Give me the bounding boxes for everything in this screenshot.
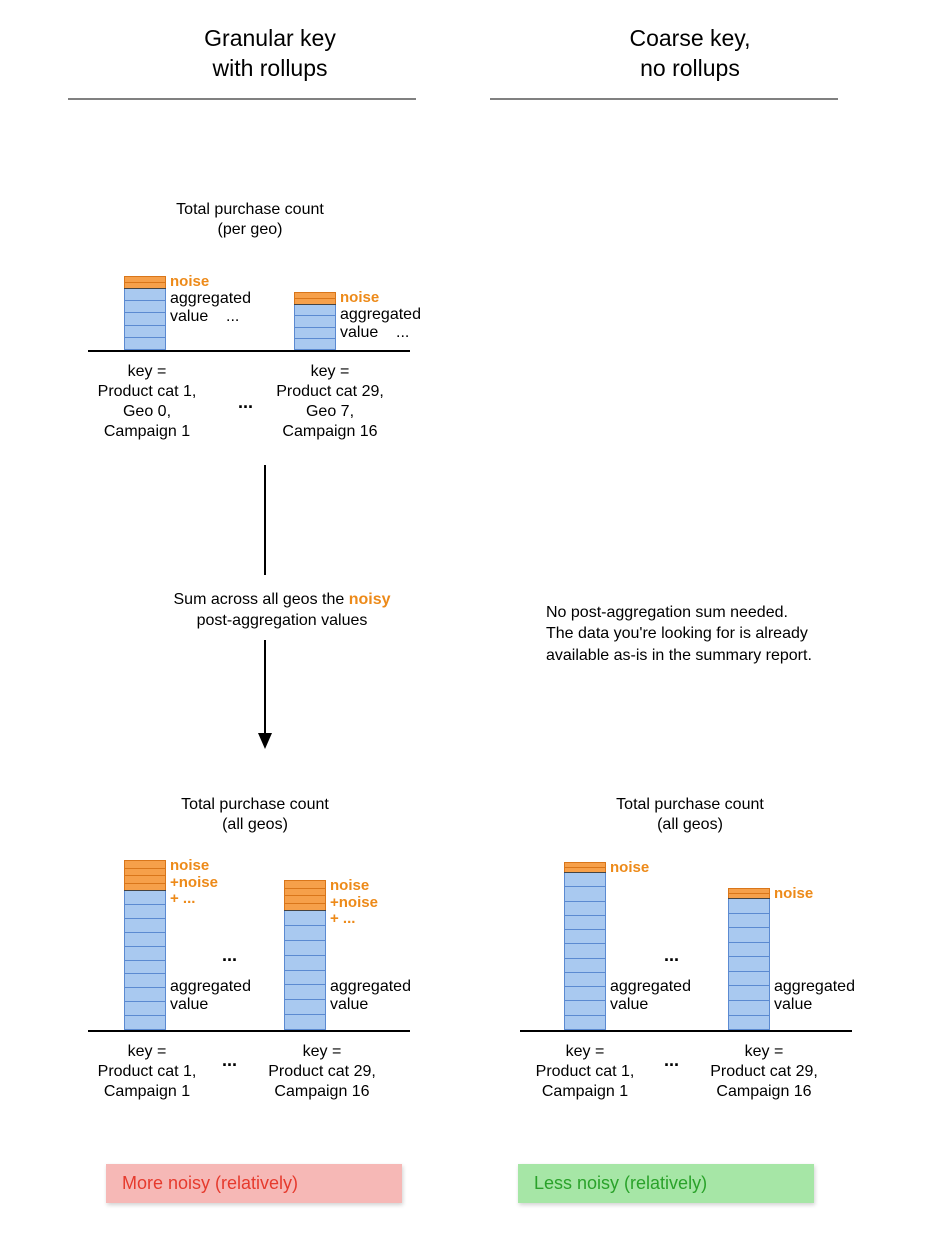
left-chart2-bar2-noise-label: noise +noise + ... — [330, 878, 378, 928]
left-chart2-ellipsis-top: ... — [222, 945, 237, 966]
right-explain: No post-aggregation sum needed. The data… — [546, 580, 866, 666]
left-chart2-bar2-agg-label: aggregated value — [330, 978, 411, 1015]
right-header: Coarse key, no rollups — [490, 24, 890, 84]
left-chart2-key-1: key = Product cat 1, Campaign 1 — [82, 1042, 212, 1102]
left-chart2-bar1-noise-label: noise +noise + ... — [170, 858, 218, 908]
left-chart2-key-2: key = Product cat 29, Campaign 16 — [252, 1042, 392, 1102]
arrow-text: Sum across all geos the noisy post-aggre… — [142, 590, 422, 632]
left-chart2-bar-2 — [284, 880, 326, 1030]
left-chart2-ellipsis-bottom: ... — [222, 1050, 237, 1071]
left-hr — [68, 98, 416, 100]
right-chart2-key-1: key = Product cat 1, Campaign 1 — [520, 1042, 650, 1102]
left-chart1-bar1-noise-label: noise — [170, 274, 209, 291]
left-chart1-bar2-agg-label: aggregated value ... — [340, 306, 421, 343]
right-hr — [490, 98, 838, 100]
right-chart2-key-2: key = Product cat 29, Campaign 16 — [694, 1042, 834, 1102]
left-chart1-ellipsis-bottom: ... — [238, 392, 253, 413]
arrow-text-noisy: noisy — [349, 591, 391, 608]
left-header: Granular key with rollups — [70, 24, 470, 84]
left-chart1-bar-2 — [294, 292, 336, 350]
left-chart2-axis — [88, 1030, 410, 1032]
right-chart2-bar1-noise-label: noise — [610, 860, 649, 877]
right-chart2-ellipsis-bottom: ... — [664, 1050, 679, 1071]
right-chart2-title: Total purchase count (all geos) — [590, 795, 790, 835]
left-chart2-title: Total purchase count (all geos) — [155, 795, 355, 835]
right-chart2-bar-2 — [728, 888, 770, 1030]
right-chart2-bar2-agg-label: aggregated value — [774, 978, 855, 1015]
left-header-text: Granular key with rollups — [204, 25, 336, 81]
badge-more-noisy: More noisy (relatively) — [106, 1164, 402, 1203]
right-chart2-bar2-noise-label: noise — [774, 886, 813, 903]
right-chart2-axis — [520, 1030, 852, 1032]
left-chart1-key-2: key = Product cat 29, Geo 7, Campaign 16 — [260, 362, 400, 442]
right-header-text: Coarse key, no rollups — [629, 25, 750, 81]
arrow-line-top — [264, 465, 266, 575]
left-chart1-key-1: key = Product cat 1, Geo 0, Campaign 1 — [82, 362, 212, 442]
right-chart2-ellipsis-top: ... — [664, 945, 679, 966]
left-chart1-bar2-noise-label: noise — [340, 290, 379, 307]
left-chart2-bar1-agg-label: aggregated value — [170, 978, 251, 1015]
left-chart1-bar-1 — [124, 276, 166, 350]
left-chart1-axis — [88, 350, 410, 352]
arrow-line-bottom — [264, 640, 266, 735]
left-chart2-bar-1 — [124, 860, 166, 1030]
left-chart1-bar1-agg-label: aggregated value ... — [170, 290, 251, 327]
arrow-head-icon — [258, 733, 272, 749]
right-chart2-bar-1 — [564, 862, 606, 1030]
badge-less-noisy: Less noisy (relatively) — [518, 1164, 814, 1203]
left-chart1-title: Total purchase count (per geo) — [150, 200, 350, 240]
right-chart2-bar1-agg-label: aggregated value — [610, 978, 691, 1015]
